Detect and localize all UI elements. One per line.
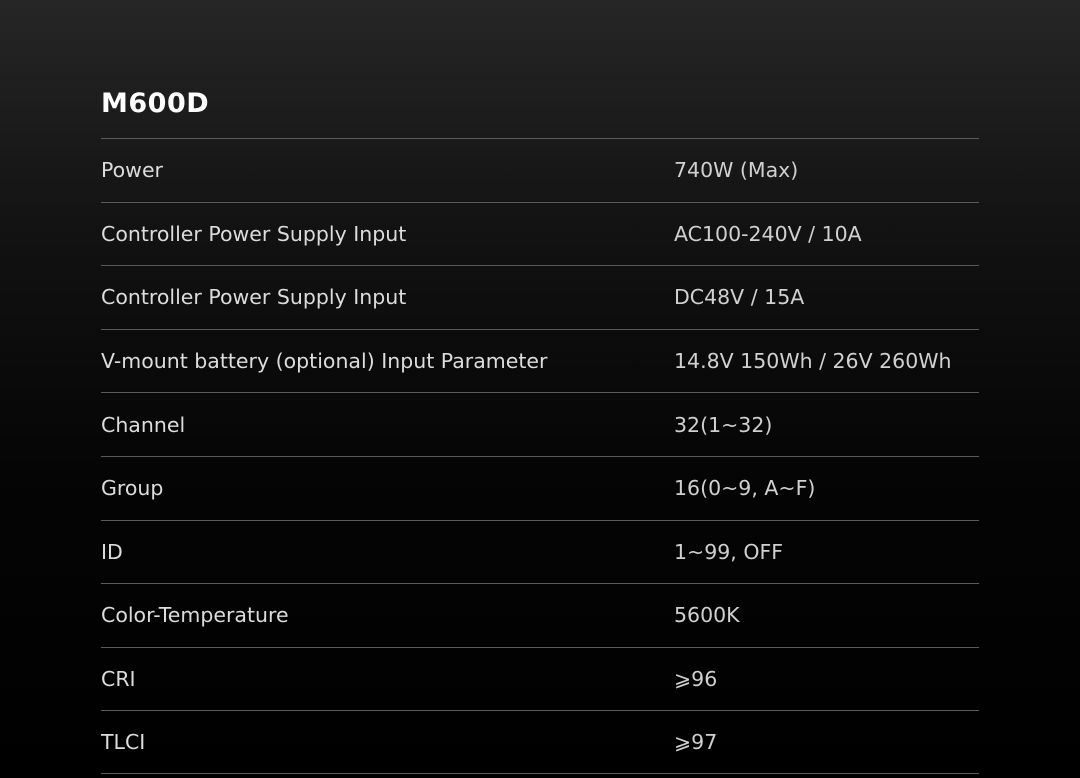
spec-value: AC100-240V / 10A bbox=[674, 221, 862, 246]
spec-value: 740W (Max) bbox=[674, 158, 799, 183]
spec-value: 5600K bbox=[674, 603, 740, 628]
spec-value: DC48V / 15A bbox=[674, 285, 805, 310]
spec-label: Controller Power Supply Input bbox=[101, 285, 407, 310]
spec-value: 14.8V 150Wh / 26V 260Wh bbox=[674, 349, 952, 374]
spec-value: 16(0~9, A~F) bbox=[674, 476, 816, 501]
spec-label: Power bbox=[101, 158, 163, 183]
spec-row: Power 740W (Max) bbox=[101, 138, 979, 202]
spec-label: ID bbox=[101, 539, 123, 564]
spec-row: Controller Power Supply Input AC100-240V … bbox=[101, 201, 979, 266]
spec-row: V-mount battery (optional) Input Paramet… bbox=[101, 328, 979, 393]
spec-row: Color-Temperature 5600K bbox=[101, 583, 979, 647]
spec-label: V-mount battery (optional) Input Paramet… bbox=[101, 349, 548, 374]
spec-label: Channel bbox=[101, 412, 186, 437]
spec-value: 32(1~32) bbox=[674, 412, 773, 437]
spec-table: Power 740W (Max) Controller Power Supply I… bbox=[101, 138, 979, 774]
spec-label: TLCI bbox=[101, 730, 146, 755]
spec-value: 1~99, OFF bbox=[674, 539, 784, 564]
product-title: M600D bbox=[101, 88, 210, 119]
spec-label: Group bbox=[101, 476, 164, 501]
spec-row: ID 1~99, OFF bbox=[101, 519, 979, 584]
spec-label: Color-Temperature bbox=[101, 603, 289, 628]
spec-row: Channel 32(1~32) bbox=[101, 392, 979, 456]
spec-label: CRI bbox=[101, 667, 136, 692]
spec-row: TLCI ⩾97 bbox=[101, 710, 979, 774]
spec-label: Controller Power Supply Input bbox=[101, 221, 407, 246]
spec-row: Controller Power Supply Input DC48V / 15A bbox=[101, 265, 979, 329]
spec-value: ⩾97 bbox=[674, 730, 718, 755]
spec-row: Group 16(0~9, A~F) bbox=[101, 455, 979, 520]
spec-row: CRI ⩾96 bbox=[101, 646, 979, 711]
spec-value: ⩾96 bbox=[674, 667, 718, 692]
